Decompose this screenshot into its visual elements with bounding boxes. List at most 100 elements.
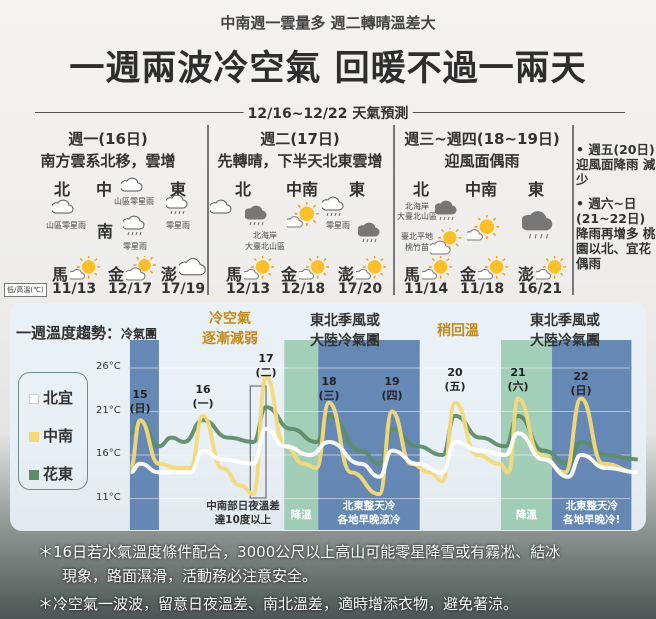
panel2-day: 週二(17日)	[260, 130, 340, 148]
annotation-label: 中南部日夜溫差 達10度以上	[206, 500, 280, 526]
island-name: 金	[108, 265, 125, 284]
y-tick-label: 26°C	[96, 361, 121, 372]
island-name: 馬	[404, 265, 421, 284]
note: 臺北平地	[401, 232, 433, 241]
phase-label: 東北季風或 大陸冷氣團	[310, 313, 380, 349]
phase-label: 東北季風或 大陸冷氣團	[530, 313, 600, 349]
partly-sunny-icon	[244, 256, 274, 280]
panel1-summary: 南方雲系北移，雲增	[40, 152, 176, 170]
region-east: 東	[348, 180, 366, 199]
island-temp: 11/14	[404, 281, 449, 297]
note: 零星雨	[166, 221, 190, 230]
day-label: 16 (一)	[192, 383, 214, 410]
cloud-icon	[121, 177, 143, 192]
panel2-summary: 先轉晴，下半天北東雲增	[217, 152, 383, 170]
note: 山區零星雨	[46, 221, 86, 230]
partly-sunny-icon	[536, 256, 566, 280]
chart-legend: 北宜 中南 花東	[18, 372, 88, 490]
dark-rain-icon	[358, 222, 380, 243]
partly-sunny-icon	[287, 202, 319, 228]
island-name: 金	[281, 265, 298, 284]
rain-icon	[322, 196, 344, 217]
day-label: 21 (六)	[507, 366, 529, 393]
y-tick-label: 21°C	[96, 404, 121, 416]
cloud-icon	[52, 199, 74, 214]
partly-sunny-icon	[356, 256, 386, 280]
partly-sunny-icon	[422, 256, 452, 280]
island-name: 澎	[338, 265, 355, 284]
subtitle: 中南週一雲量多 週二轉晴溫差大	[220, 14, 436, 32]
island-temp: 11/13	[52, 281, 97, 297]
panel1-day: 週一(16日)	[68, 130, 148, 148]
region-central-south: 中南	[464, 180, 498, 199]
mostly-cloudy-sun-icon	[430, 228, 462, 255]
footnote: ＊16日若水氣溫度條件配合，3000公尺以上高山可能零星降雪或有霧凇、結冰	[38, 543, 561, 561]
day-label: 18 (三)	[318, 375, 340, 402]
note: 零星雨	[123, 242, 147, 251]
island-temp: 16/21	[518, 281, 563, 297]
page-title: 一週兩波冷空氣 回暖不過一兩天	[69, 49, 587, 89]
band-label: 降溫	[290, 509, 312, 521]
note: 北海岸	[405, 202, 429, 211]
panel3-day: 週三~週四(18~19日)	[404, 130, 560, 148]
y-tick-label: 11°C	[96, 491, 121, 503]
region-central: 中	[95, 180, 113, 199]
region-central-south: 中南	[285, 180, 319, 199]
region-south: 南	[96, 222, 114, 241]
side-note-2: • 週六~日 (21~22日) 降雨再增多 桃園以北、宜花偶雨	[576, 196, 656, 271]
cloud-icon	[179, 258, 206, 276]
dark-rain-icon	[245, 205, 267, 226]
dark-rain-icon	[522, 211, 553, 239]
panel3-summary: 迎風面偶雨	[444, 152, 520, 170]
island-temp: 12/17	[108, 281, 153, 297]
day-label: 19 (四)	[381, 375, 403, 402]
forecast-range: 12/16~12/22 天氣預測	[243, 103, 413, 123]
note: 山區零星雨	[114, 197, 154, 206]
low-high-legend: 低/高溫(℃)	[4, 283, 47, 297]
day-label: 17 (二)	[255, 352, 277, 379]
day-label: 15 (日)	[129, 388, 151, 415]
island-temp: 11/18	[460, 281, 505, 297]
day-label: 22 (日)	[570, 370, 592, 397]
cloud-icon	[210, 199, 232, 214]
island-temp: 12/18	[281, 281, 326, 297]
divider	[207, 125, 209, 295]
legend-item: 花東	[29, 463, 73, 484]
band-label: 北東整天冷 各地早晚涼冷	[337, 500, 401, 526]
island-name: 金	[460, 265, 477, 284]
note: 零星雨	[326, 221, 350, 230]
day-label: 20 (五)	[444, 366, 466, 393]
rain-icon	[123, 215, 145, 236]
side-note-1: • 週五(20日) 迎風面降雨 減少	[576, 142, 656, 187]
partly-sunny-icon	[478, 256, 508, 280]
island-name: 澎	[161, 265, 178, 284]
note: 大臺北山區	[397, 212, 437, 221]
band-label: 降溫	[516, 509, 537, 521]
footnote: 現象，路面濕滑，活動務必注意安全。	[62, 567, 318, 585]
divider	[393, 125, 395, 295]
dark-rain-icon	[435, 200, 457, 221]
divider	[572, 125, 574, 295]
mostly-cloudy-sun-icon	[126, 256, 156, 281]
note: 大臺北山區	[245, 242, 285, 251]
partly-sunny-icon	[299, 256, 329, 280]
island-name: 馬	[226, 265, 243, 284]
legend-item: 北宜	[29, 387, 73, 408]
region-north: 北	[53, 180, 71, 199]
phase-label: 稍回溫	[437, 323, 479, 339]
island-temp: 17/19	[161, 281, 206, 297]
note: 桃竹苗	[405, 243, 429, 252]
island-temp: 12/13	[226, 281, 271, 297]
region-east: 東	[169, 180, 187, 199]
note: 北海岸	[253, 231, 277, 240]
region-north: 北	[412, 180, 430, 199]
island-name: 馬	[52, 265, 69, 284]
island-name: 澎	[518, 265, 535, 284]
series-line-花東	[129, 405, 638, 466]
partly-sunny-icon	[70, 256, 100, 280]
chart-title: 一週溫度趨勢：冷氣團	[16, 324, 158, 342]
partly-sunny-icon	[467, 215, 499, 241]
region-east: 東	[527, 180, 545, 199]
legend-item: 中南	[29, 425, 73, 446]
